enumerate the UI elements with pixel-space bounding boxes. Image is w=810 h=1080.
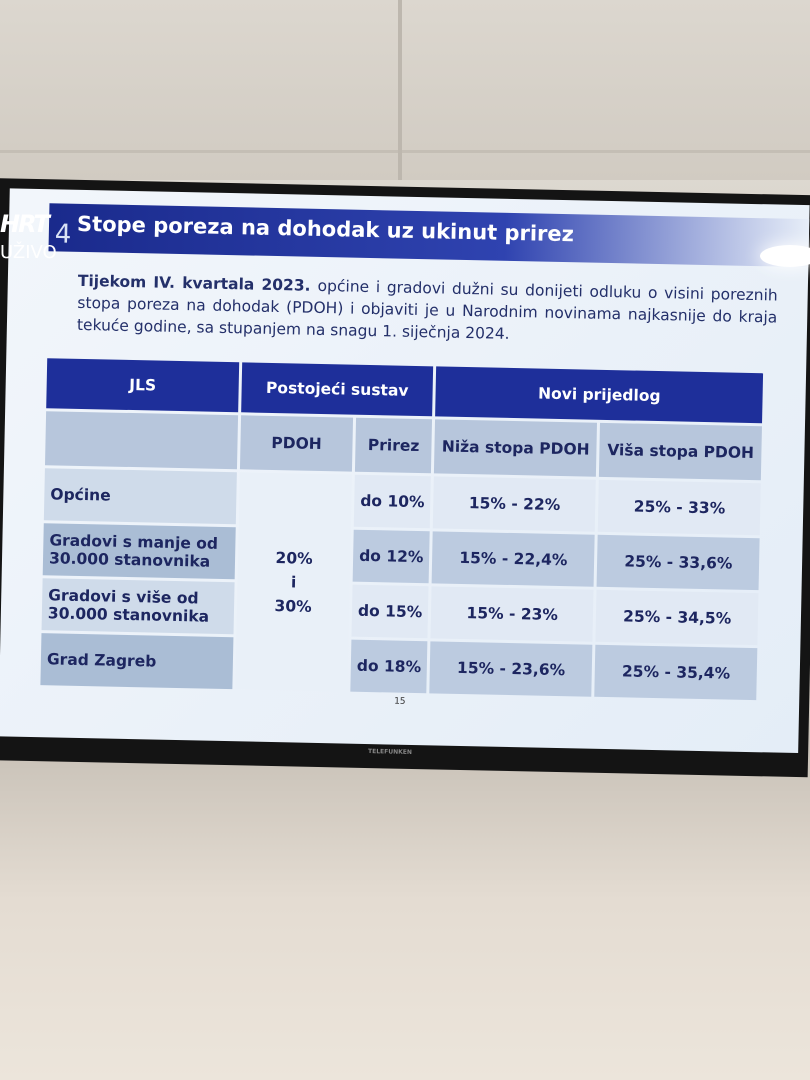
table-row: Grad Zagreb do 18% 15% - 23,6% 25% - 35,4%: [40, 633, 758, 701]
low-rate-cell: 15% - 23,6%: [429, 641, 593, 697]
channel-logo: HRT: [0, 210, 50, 238]
jls-cell: Općine: [43, 468, 237, 525]
intro-bold: Tijekom IV. kvartala 2023.: [77, 271, 311, 295]
header-cell: Postojeći sustav: [241, 362, 434, 417]
header-cell: JLS: [46, 358, 240, 413]
title-bar: 4 Stope poreza na dohodak uz ukinut prir…: [48, 203, 810, 268]
prirez-cell: do 15%: [351, 584, 429, 639]
pdoh-line: 20%: [275, 548, 313, 568]
intro: Tijekom IV. kvartala 2023. općine i grad…: [77, 270, 778, 351]
subheader-cell: Prirez: [354, 417, 433, 474]
low-rate-cell: 15% - 23%: [430, 586, 594, 642]
low-rate-cell: 15% - 22%: [433, 476, 597, 532]
slide: 4 Stope poreza na dohodak uz ukinut prir…: [0, 188, 810, 754]
ceiling: [0, 0, 810, 180]
subheader-cell: Niža stopa PDOH: [434, 419, 598, 477]
jls-cell: Grad Zagreb: [40, 633, 234, 690]
pdoh-line: i: [290, 572, 297, 592]
high-rate-cell: 25% - 34,5%: [595, 589, 759, 646]
subheader-cell: PDOH: [239, 415, 354, 472]
low-rate-cell: 15% - 22,4%: [431, 531, 595, 587]
pdoh-cell: 20% i 30%: [235, 472, 352, 692]
rates-table: JLS Postojeći sustav Novi prijedlog PDOH…: [37, 355, 766, 703]
jls-cell: Gradovi s manje od 30.000 stanovnika: [42, 523, 236, 580]
slide-number: 4: [54, 219, 72, 250]
header-cell: Novi prijedlog: [435, 366, 764, 424]
high-rate-cell: 25% - 33%: [597, 479, 762, 536]
prirez-cell: do 12%: [352, 529, 430, 584]
tv-brand: TELEFUNKEN: [367, 748, 413, 756]
empty-cell: [44, 411, 239, 470]
pdoh-line: 30%: [274, 596, 312, 616]
tv: 4 Stope poreza na dohodak uz ukinut prir…: [0, 178, 810, 778]
slide-title: Stope poreza na dohodak uz ukinut prirez: [76, 211, 575, 247]
jls-cell: Gradovi s više od 30.000 stanovnika: [41, 578, 235, 635]
prirez-cell: do 18%: [350, 639, 428, 694]
subheader-cell: Viša stopa PDOH: [599, 422, 763, 481]
high-rate-cell: 25% - 35,4%: [594, 644, 758, 701]
high-rate-cell: 25% - 33,6%: [596, 534, 760, 591]
prirez-cell: do 10%: [353, 474, 432, 529]
ceiling-lamp: [760, 245, 810, 267]
live-label: UŽIVO: [0, 242, 57, 263]
page-number: 15: [394, 696, 406, 707]
